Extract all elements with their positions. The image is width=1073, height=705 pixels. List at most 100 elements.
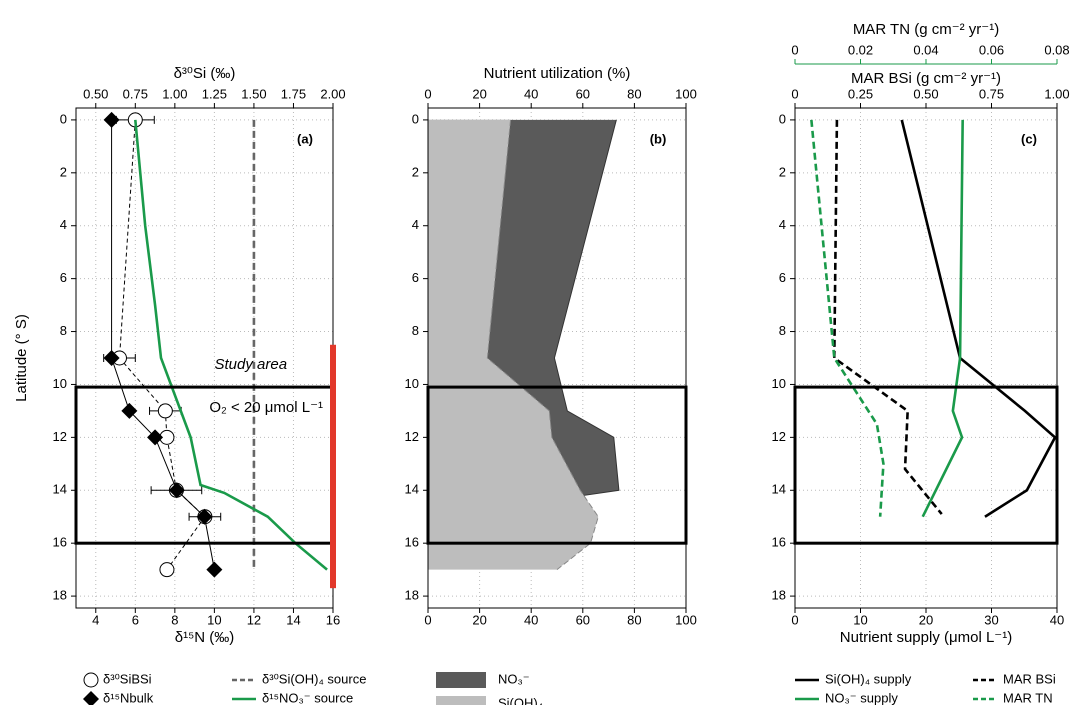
x2-tick-label: 0.75 — [979, 86, 1004, 101]
panel-label: (c) — [1021, 131, 1037, 146]
marker-circle — [159, 562, 175, 578]
x-tick-label: 0 — [791, 612, 798, 627]
x-axis-label: δ¹⁵N (‰) — [175, 629, 235, 646]
y-tick-label: 8 — [779, 323, 786, 338]
x2-tick-label: 100 — [675, 86, 697, 101]
x-tick-label: 40 — [524, 612, 538, 627]
y-tick-label: 2 — [60, 164, 67, 179]
x3-tick-label: 0.04 — [913, 42, 938, 57]
x3-tick-label: 0 — [791, 42, 798, 57]
y-tick-label: 6 — [412, 270, 419, 285]
x3-tick-label: 0.06 — [979, 42, 1004, 57]
x2-axis-label: MAR BSi (g cm⁻² yr⁻¹) — [851, 70, 1001, 87]
y-axis-label: Latitude (° S) — [13, 314, 30, 402]
x-tick-label: 10 — [207, 612, 221, 627]
x2-axis-label: Nutrient utilization (%) — [484, 65, 631, 82]
legend-marker — [83, 691, 99, 705]
y-tick-label: 14 — [405, 482, 419, 497]
y-tick-label: 18 — [53, 588, 67, 603]
y-tick-label: 4 — [779, 217, 786, 232]
oxygen-zone-label: O₂ < 20 μmol L⁻¹ — [209, 399, 323, 416]
study-area-label: Study area — [214, 356, 287, 373]
marker-circle — [157, 403, 173, 419]
x3-tick-label: 0.08 — [1044, 42, 1069, 57]
x-tick-label: 8 — [171, 612, 178, 627]
y-tick-label: 10 — [53, 376, 67, 391]
y-tick-label: 10 — [772, 376, 786, 391]
x2-tick-label: 1.00 — [1044, 86, 1069, 101]
x2-tick-label: 0 — [424, 86, 431, 101]
legend-label: Si(OH)₄ — [498, 695, 543, 705]
legend-label: δ¹⁵Nbulk — [103, 690, 154, 705]
x2-tick-label: 0.50 — [913, 86, 938, 101]
legend-label: Si(OH)₄ supply — [825, 671, 912, 686]
y-tick-label: 6 — [779, 270, 786, 285]
marker-diamond — [103, 350, 120, 366]
y-tick-label: 2 — [779, 164, 786, 179]
profile-line — [921, 119, 964, 518]
x-tick-label: 100 — [675, 612, 697, 627]
marker-diamond — [103, 111, 120, 128]
x2-tick-label: 0 — [791, 86, 798, 101]
x3-tick-label: 0.02 — [848, 42, 873, 57]
legend-label: MAR TN — [1003, 690, 1053, 705]
oxygen-zone-bar — [330, 344, 336, 589]
legend-label: NO₃⁻ supply — [825, 690, 898, 705]
x-tick-label: 60 — [576, 612, 590, 627]
x3-axis-label: MAR TN (g cm⁻² yr⁻¹) — [853, 21, 999, 38]
legend-label: δ¹⁵NO₃⁻ source — [262, 690, 353, 705]
profile-line — [832, 119, 943, 515]
x-tick-label: 6 — [132, 612, 139, 627]
marker-diamond — [196, 508, 213, 525]
y-tick-label: 12 — [53, 429, 67, 444]
y-tick-label: 4 — [412, 217, 419, 232]
legend-swatch — [436, 672, 486, 688]
study-area-box — [793, 385, 1059, 545]
profile-line — [900, 119, 1057, 518]
x2-tick-label: 60 — [576, 86, 590, 101]
y-tick-label: 0 — [779, 111, 786, 126]
panel-label: (a) — [297, 131, 313, 146]
x2-tick-label: 40 — [524, 86, 538, 101]
x2-tick-label: 1.50 — [241, 86, 266, 101]
x-tick-label: 20 — [472, 612, 486, 627]
x2-tick-label: 80 — [627, 86, 641, 101]
y-tick-label: 4 — [60, 217, 67, 232]
plot-frame — [427, 107, 687, 609]
y-tick-label: 12 — [405, 429, 419, 444]
area-edge — [553, 119, 620, 497]
profile-line — [134, 119, 328, 571]
legend-label: δ³⁰Si(OH)₄ source — [262, 671, 366, 686]
y-tick-label: 16 — [405, 535, 419, 550]
y-tick-label: 2 — [412, 164, 419, 179]
marker-diamond — [168, 482, 185, 499]
utilization-area — [428, 119, 599, 570]
y-tick-label: 16 — [772, 535, 786, 550]
marker-diamond — [206, 561, 223, 578]
marker-diamond — [121, 402, 138, 419]
profile-line — [111, 119, 215, 570]
legend-label: MAR BSi — [1003, 671, 1056, 686]
legend-marker — [83, 672, 99, 688]
x-axis-label: Nutrient supply (μmol L⁻¹) — [840, 629, 1012, 646]
profile-line — [810, 119, 885, 517]
y-tick-label: 6 — [60, 270, 67, 285]
x2-axis-label: δ³⁰Si (‰) — [174, 65, 236, 82]
x-tick-label: 10 — [853, 612, 867, 627]
y-tick-label: 12 — [772, 429, 786, 444]
y-tick-label: 8 — [60, 323, 67, 338]
x2-tick-label: 0.25 — [848, 86, 873, 101]
y-tick-label: 10 — [405, 376, 419, 391]
x2-tick-label: 1.25 — [202, 86, 227, 101]
y-tick-label: 14 — [53, 482, 67, 497]
profile-line — [118, 119, 206, 570]
y-tick-label: 18 — [772, 588, 786, 603]
x-tick-label: 80 — [627, 612, 641, 627]
x-tick-label: 14 — [286, 612, 300, 627]
x-tick-label: 30 — [984, 612, 998, 627]
x2-tick-label: 20 — [472, 86, 486, 101]
y-tick-label: 14 — [772, 482, 786, 497]
x-tick-label: 0 — [424, 612, 431, 627]
